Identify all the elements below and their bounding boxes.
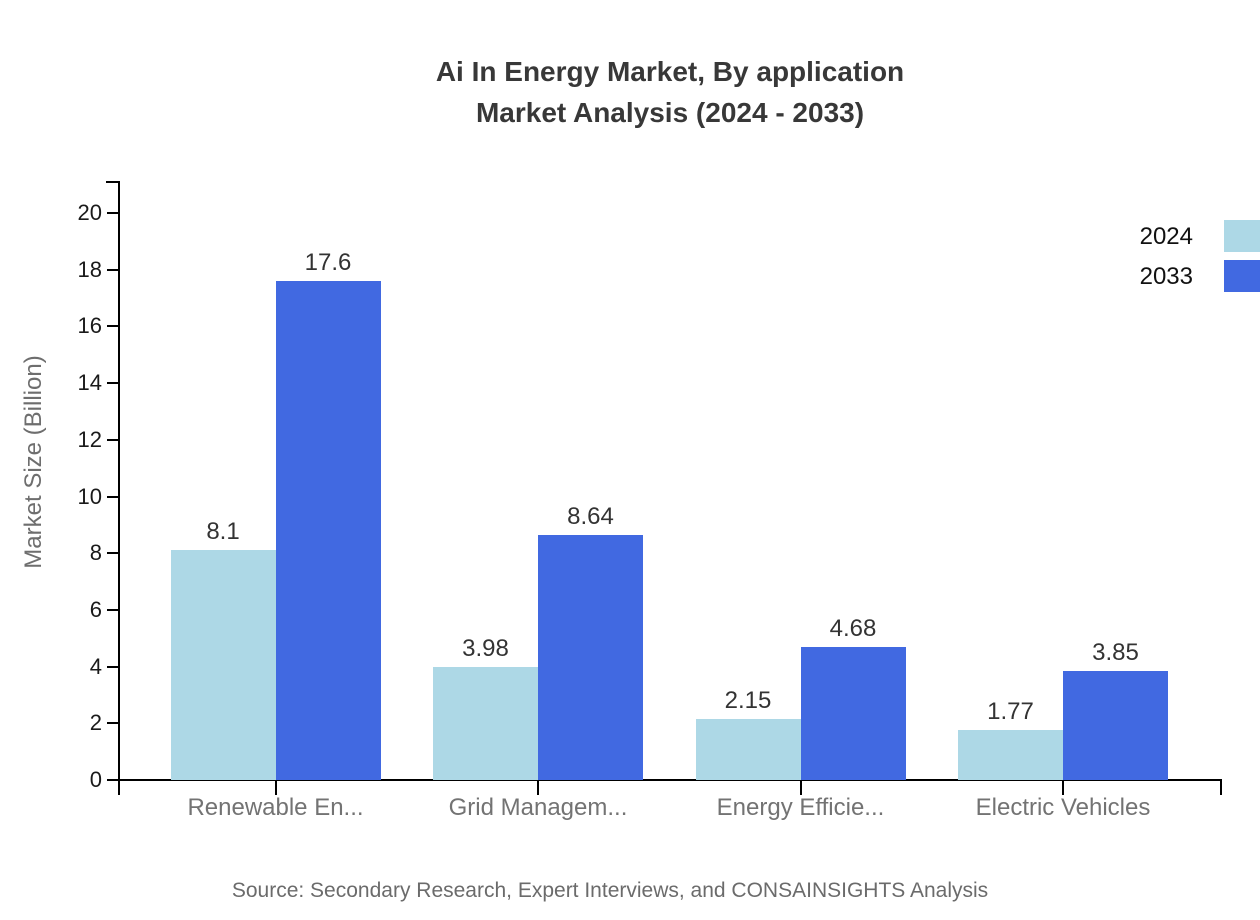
value-label-2024: 1.77 [987, 697, 1034, 725]
value-label-2024: 2.15 [724, 687, 772, 715]
value-label-2033: 3.85 [1092, 638, 1139, 666]
y-tick [107, 268, 118, 271]
y-tick-label: 20 [77, 200, 102, 225]
value-label-2033: 8.64 [567, 503, 614, 531]
y-tick-label: 8 [89, 540, 102, 566]
value-label-2033: 4.68 [829, 615, 877, 643]
source-note: Source: Secondary Research, Expert Inter… [231, 879, 989, 902]
y-tick [107, 212, 118, 214]
y-tick-label: 4 [89, 653, 102, 679]
y-tick-label: 10 [77, 483, 102, 509]
chart-title: Ai In Energy Market, By application Mark… [80, 51, 1260, 133]
category-label: Energy Efficie... [716, 794, 885, 821]
y-tick-label: 16 [77, 313, 102, 339]
x-axis-end-cap [1220, 779, 1222, 795]
y-axis-line [118, 181, 120, 795]
y-tick-label: 12 [77, 426, 102, 452]
y-tick [107, 608, 118, 611]
bar-2024 [958, 729, 1063, 780]
y-tick-label: 14 [77, 370, 102, 396]
y-tick-label: 18 [77, 256, 102, 282]
category-label: Renewable En... [187, 794, 364, 821]
bar-2033 [538, 535, 643, 780]
legend-swatch-2024 [1224, 220, 1260, 252]
bar-2024 [170, 550, 276, 780]
y-tick [107, 665, 118, 668]
value-label-2033: 17.6 [304, 249, 352, 277]
category-label: Electric Vehicles [975, 794, 1151, 821]
y-tick [107, 438, 118, 441]
chart-title-line2: Market Analysis (2024 - 2033) [475, 97, 865, 128]
x-tick [799, 781, 802, 795]
x-tick [1062, 781, 1064, 795]
y-tick-label: 0 [89, 767, 102, 792]
legend-label-2024: 2024 [1139, 223, 1193, 250]
bar-2033 [1063, 670, 1168, 780]
legend-swatch-2033 [1224, 260, 1260, 292]
y-tick [107, 382, 118, 385]
y-tick [107, 495, 118, 498]
chart-title-line1: Ai In Energy Market, By application [435, 56, 905, 87]
y-axis-top-cap [106, 181, 120, 183]
x-tick [537, 781, 539, 795]
bar-2033 [275, 281, 381, 780]
y-tick-label: 2 [89, 710, 102, 736]
legend-label-2033: 2033 [1139, 263, 1193, 290]
y-tick [107, 779, 118, 781]
x-axis-line [118, 779, 1222, 781]
bar-2033 [800, 647, 906, 780]
y-tick [107, 552, 118, 555]
y-tick [107, 722, 118, 725]
category-label: Grid Managem... [448, 794, 628, 821]
value-label-2024: 3.98 [462, 635, 509, 663]
x-tick [274, 781, 277, 795]
y-tick [107, 325, 118, 328]
bar-2024 [695, 719, 801, 780]
y-tick-label: 6 [89, 596, 102, 622]
bar-2024 [433, 667, 538, 780]
value-label-2024: 8.1 [206, 518, 240, 546]
